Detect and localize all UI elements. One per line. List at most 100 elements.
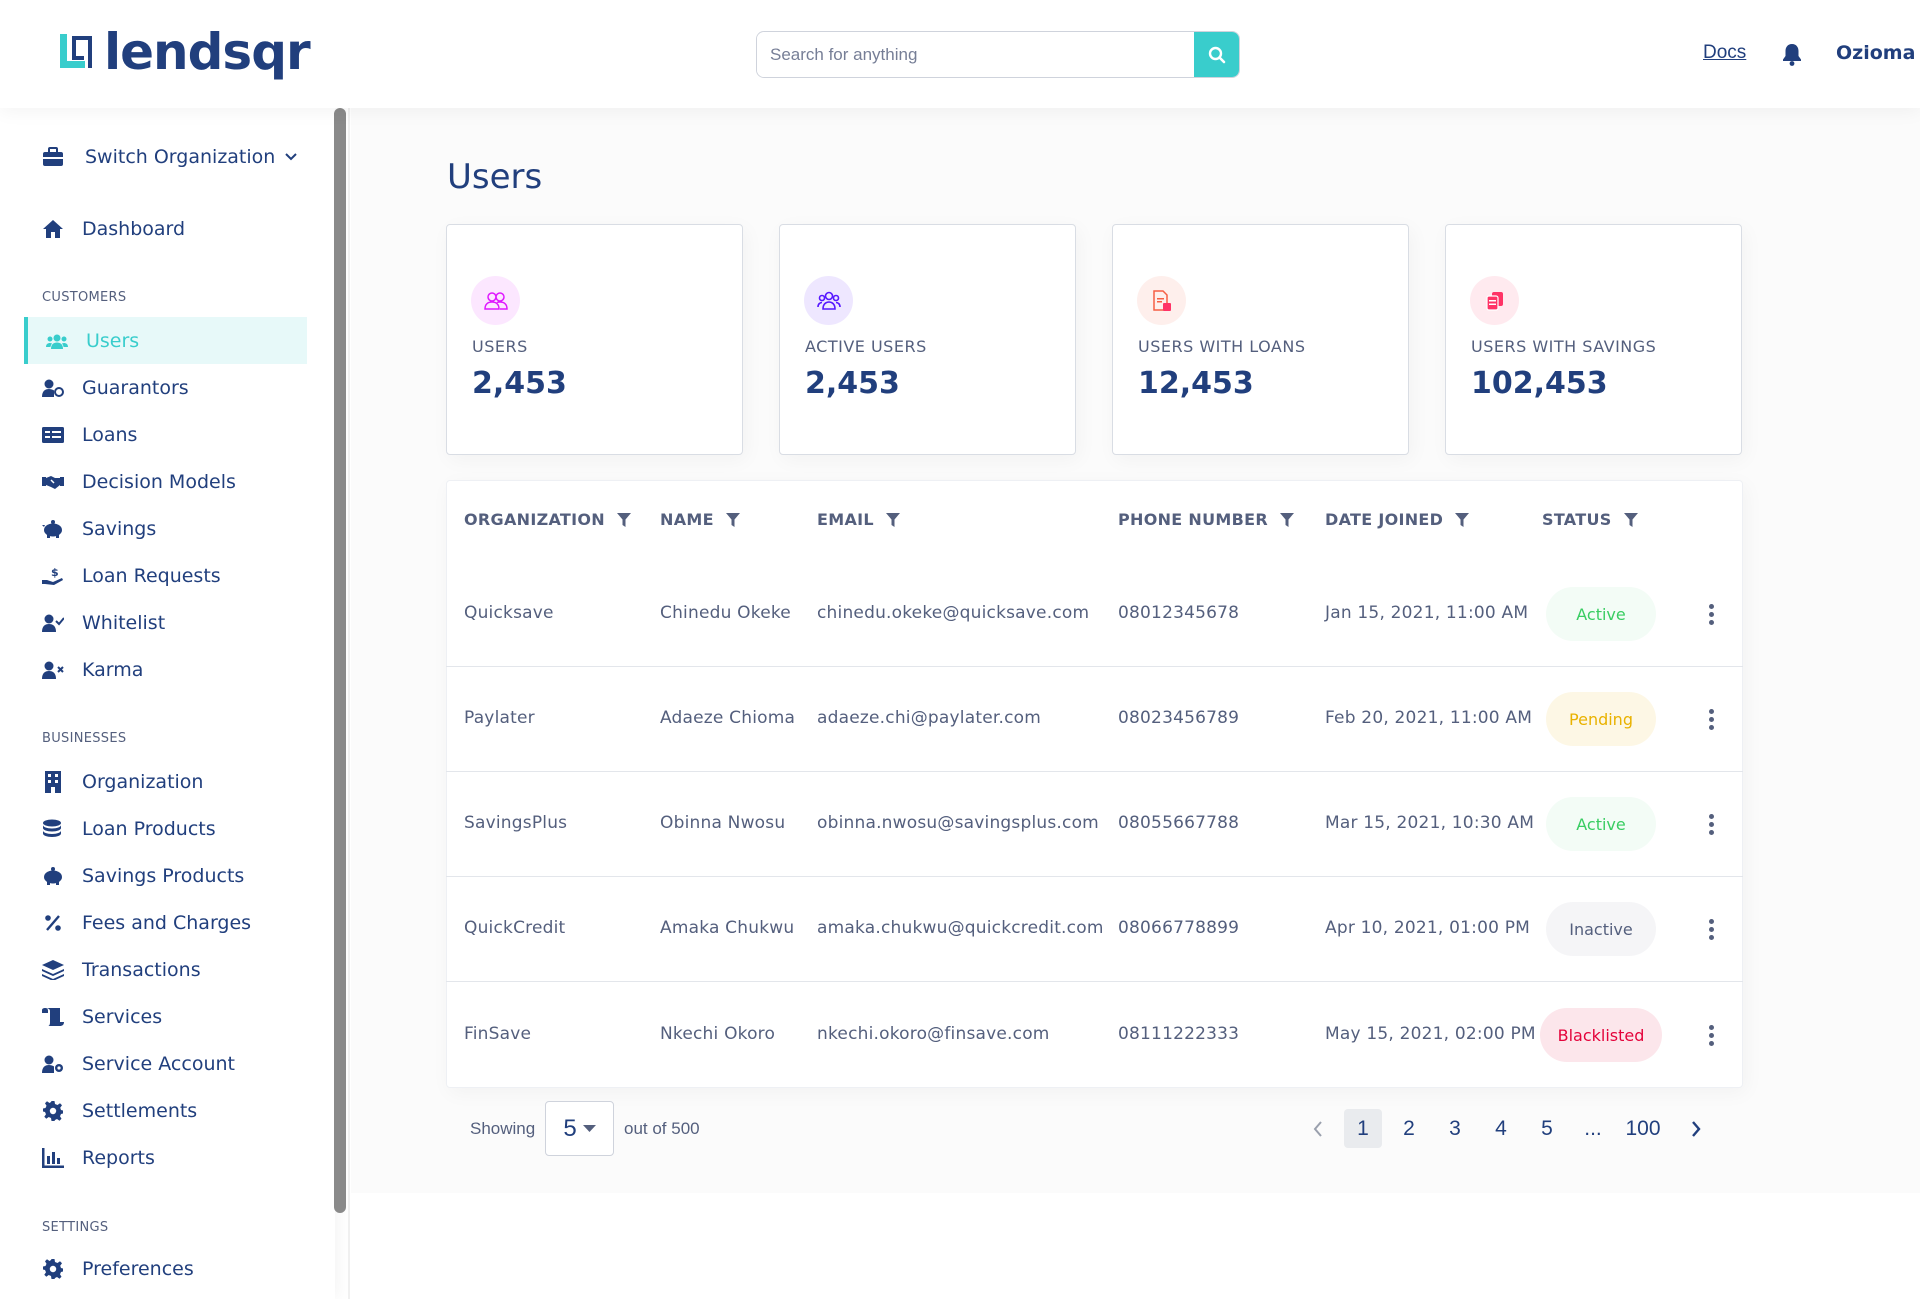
page-ellipsis: ... [1584,1116,1602,1140]
cell-organization: FinSave [464,1024,532,1044]
column-header-name[interactable]: NAME [660,510,740,529]
search-button[interactable] [1194,32,1239,77]
sidebar-item-loans[interactable]: Loans [42,420,137,450]
cell-email: nkechi.okoro@finsave.com [817,1024,1050,1044]
piggy-bank-icon [42,518,64,540]
bar-chart-icon [42,1147,64,1169]
sidebar-item-label: Fees and Charges [82,912,252,934]
piggy-bank-icon [42,865,64,887]
cell-phone: 08111222333 [1118,1024,1240,1044]
sidebar-scrollbar[interactable] [334,108,346,1213]
column-header-date-joined[interactable]: DATE JOINED [1325,510,1470,529]
stat-label: USERS WITH SAVINGS [1471,337,1657,356]
filter-icon[interactable] [885,512,900,527]
sidebar-item-dashboard[interactable]: Dashboard [42,214,185,244]
sidebar-item-guarantors[interactable]: Guarantors [42,373,189,403]
cell-email: chinedu.okeke@quicksave.com [817,603,1090,623]
column-header-status[interactable]: STATUS [1542,510,1638,529]
cell-date-joined: Feb 20, 2021, 11:00 AM [1325,708,1533,728]
sidebar-item-label: Savings [82,518,157,540]
cell-date-joined: Mar 15, 2021, 10:30 AM [1325,813,1535,833]
sidebar-item-whitelist[interactable]: Whitelist [42,608,165,638]
sidebar-item-decision-models[interactable]: Decision Models [42,467,236,497]
pagination-prev-button[interactable] [1306,1109,1330,1148]
cell-phone: 08012345678 [1118,603,1240,623]
sidebar-item-transactions[interactable]: Transactions [42,955,201,985]
per-page-select[interactable]: 5 [545,1101,614,1156]
row-actions-icon[interactable] [1707,709,1715,730]
filter-icon[interactable] [1279,512,1294,527]
sidebar-item-service-account[interactable]: Service Account [42,1049,235,1079]
stat-card-users-with-savings: USERS WITH SAVINGS 102,453 [1445,224,1742,455]
sidebar-item-fees-and-charges[interactable]: Fees and Charges [42,908,251,938]
coins-icon [1470,276,1519,325]
filter-icon[interactable] [1623,512,1638,527]
column-header-email[interactable]: EMAIL [817,510,900,529]
sidebar-item-label: Decision Models [82,471,236,493]
logo-text: lendsqr [104,23,311,81]
row-actions-icon[interactable] [1707,604,1715,625]
cell-phone: 08066778899 [1118,918,1240,938]
filter-icon[interactable] [616,512,631,527]
sidebar-item-label: Guarantors [82,377,189,399]
sidebar-item-settlements[interactable]: Settlements [42,1096,197,1126]
users-icon [471,276,520,325]
page-button-4[interactable]: 4 [1495,1116,1507,1140]
sidebar-item-label: Users [86,330,140,352]
cell-organization: Quicksave [464,603,554,623]
column-header-organization[interactable]: ORGANIZATION [464,510,631,529]
page-button-5[interactable]: 5 [1541,1116,1553,1140]
sidebar-item-label: Dashboard [82,218,186,240]
row-divider [446,876,1743,877]
column-header-label: ORGANIZATION [464,510,605,529]
switch-organization[interactable]: Switch Organization [42,142,298,172]
main-footer-area [351,1193,1920,1299]
user-x-icon [42,659,64,681]
user-name[interactable]: Ozioma [1836,42,1916,64]
stat-label: USERS WITH LOANS [1138,337,1306,356]
cell-organization: SavingsPlus [464,813,568,833]
row-actions-icon[interactable] [1707,814,1715,835]
filter-icon[interactable] [725,512,740,527]
docs-link[interactable]: Docs [1703,42,1747,63]
sidebar-item-services[interactable]: Services [42,1002,162,1032]
column-header-label: EMAIL [817,510,874,529]
total-count-label: out of 500 [624,1119,700,1138]
stat-label: USERS [472,337,528,356]
cell-email: adaeze.chi@paylater.com [817,708,1041,728]
column-header-label: STATUS [1542,510,1612,529]
sidebar-item-users[interactable]: Users [46,326,139,356]
cell-name: Obinna Nwosu [660,813,786,833]
page-button-1[interactable]: 1 [1344,1109,1382,1148]
cell-email: obinna.nwosu@savingsplus.com [817,813,1099,833]
column-header-phone-number[interactable]: PHONE NUMBER [1118,510,1294,529]
sidebar-item-savings[interactable]: Savings [42,514,156,544]
search-input[interactable] [757,32,1194,77]
sidebar-item-organization[interactable]: Organization [42,767,203,797]
notification-bell-icon[interactable] [1781,42,1803,70]
sidebar-item-karma[interactable]: Karma [42,655,143,685]
pagination-next-button[interactable] [1684,1109,1708,1148]
sidebar-item-reports[interactable]: Reports [42,1143,155,1173]
active-users-icon [804,276,853,325]
status-badge: Inactive [1546,902,1656,956]
row-actions-icon[interactable] [1707,919,1715,940]
sidebar-item-label: Loans [82,424,138,446]
cell-name: Adaeze Chioma [660,708,796,728]
row-actions-icon[interactable] [1707,1025,1715,1046]
page-button-3[interactable]: 3 [1449,1116,1461,1140]
sidebar-item-preferences[interactable]: Preferences [42,1254,194,1284]
loan-doc-icon [1137,276,1186,325]
filter-icon[interactable] [1455,512,1470,527]
guarantors-icon [42,377,64,399]
page-button-2[interactable]: 2 [1403,1116,1415,1140]
sidebar-item-label: Karma [82,659,144,681]
page-button-100[interactable]: 100 [1625,1116,1661,1140]
sidebar-item-loan-products[interactable]: Loan Products [42,814,216,844]
sidebar-item-loan-requests[interactable]: $ Loan Requests [42,561,221,591]
home-icon [42,218,64,240]
logo[interactable]: lendsqr [58,23,311,81]
row-divider [446,771,1743,772]
sidebar-item-savings-products[interactable]: Savings Products [42,861,244,891]
sidebar [0,108,335,1299]
